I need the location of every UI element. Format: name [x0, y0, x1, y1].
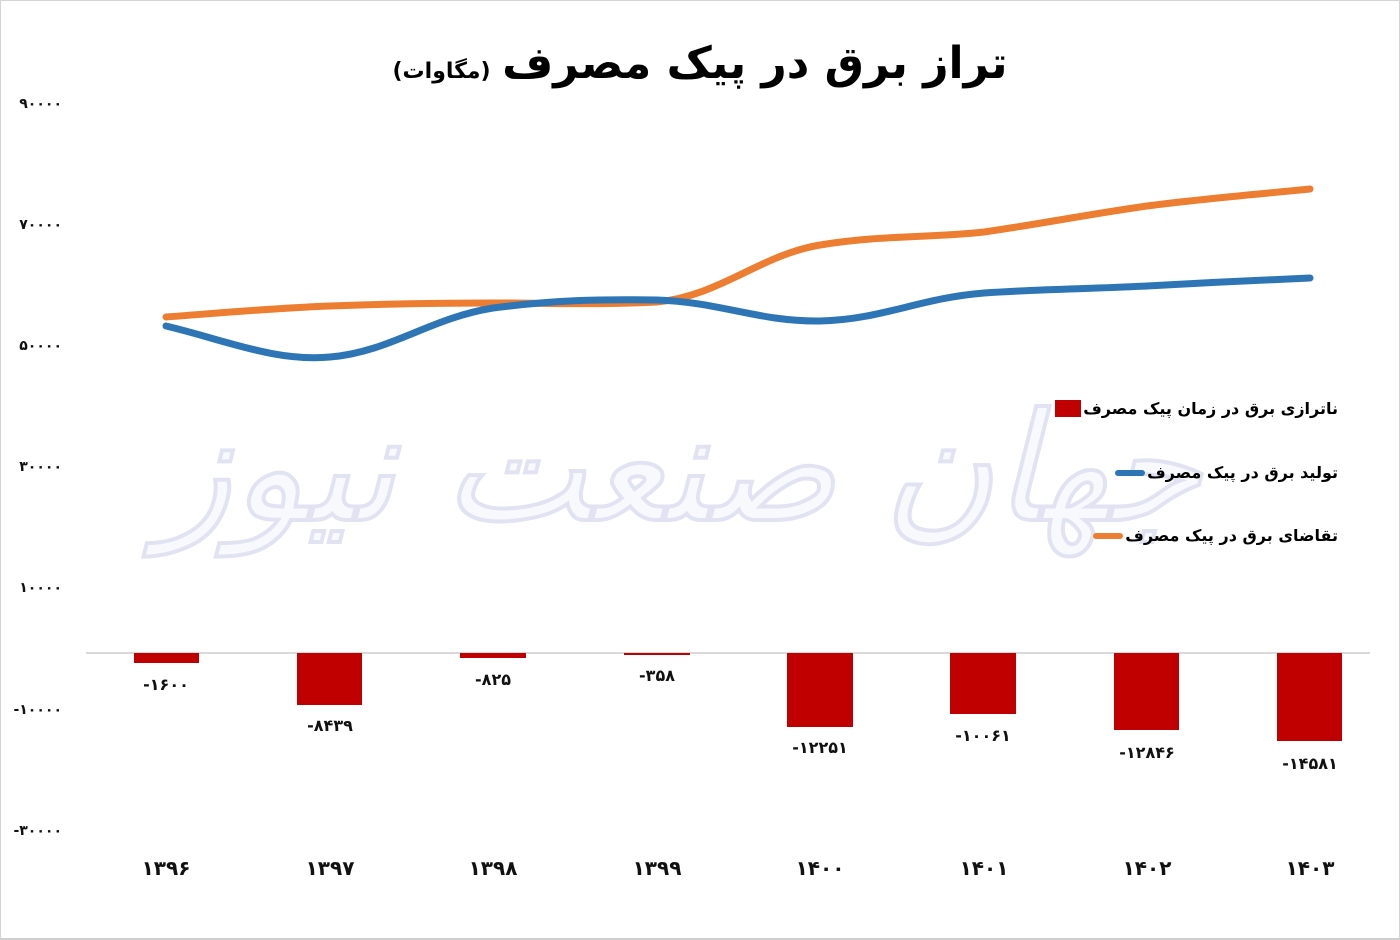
bar-label-1398: -۸۲۵: [475, 670, 511, 689]
chart-title: تراز برق در پیک مصرف (مگاوات): [0, 38, 1400, 89]
legend-label-production: تولید برق در پیک مصرف: [1147, 463, 1338, 482]
x-tick-1397: ۱۳۹۷: [305, 856, 355, 880]
x-tick-1399: ۱۳۹۹: [632, 856, 682, 880]
x-tick-1402: ۱۴۰۲: [1122, 856, 1172, 880]
bar-1399: [624, 653, 690, 655]
bar-label-1397: -۸۴۳۹: [307, 716, 353, 735]
bar-1396: [134, 653, 199, 663]
x-tick-1396: ۱۳۹۶: [141, 856, 191, 880]
bar-label-1401: -۱۰۰۶۱: [955, 726, 1011, 745]
production-line: [162, 274, 1314, 362]
svg-text:جهان صنعت نیوز: جهان صنعت نیوز: [143, 382, 1203, 557]
x-tick-1403: ۱۴۰۳: [1285, 856, 1335, 880]
bar-1402: [1114, 653, 1179, 730]
bar-1403: [1277, 653, 1342, 741]
x-tick-1401: ۱۴۰۱: [959, 856, 1009, 880]
y-tick-50000: ۵۰۰۰۰: [19, 338, 62, 354]
y-tick-70000: ۷۰۰۰۰: [19, 217, 62, 233]
bar-label-1403: -۱۴۵۸۱: [1282, 754, 1338, 773]
y-tick-neg-10000: -۱۰۰۰۰: [13, 702, 62, 718]
bar-1400: [787, 653, 853, 727]
bar-1401: [950, 653, 1016, 714]
x-tick-1398: ۱۳۹۸: [468, 856, 518, 880]
bar-label-1400: -۱۲۲۵۱: [792, 738, 848, 757]
orange-line-swatch-icon: [1093, 532, 1124, 539]
chart-title-unit: (مگاوات): [392, 59, 491, 84]
legend-item-production: تولید برق در پیک مصرف: [1115, 463, 1338, 482]
x-tick-1400: ۱۴۰۰: [795, 856, 845, 880]
watermark: جهان صنعت نیوز: [141, 380, 1205, 559]
legend-label-imbalance: ناترازی برق در زمان پیک مصرف: [1083, 399, 1338, 418]
y-tick-30000: ۳۰۰۰۰: [19, 459, 62, 475]
legend-item-imbalance: ناترازی برق در زمان پیک مصرف: [1055, 399, 1338, 418]
y-tick-neg-30000: -۳۰۰۰۰: [13, 823, 62, 839]
blue-line-swatch-icon: [1115, 469, 1146, 476]
chart-title-main: تراز برق در پیک مصرف: [502, 38, 1008, 89]
bar-label-1396: -۱۶۰۰: [143, 675, 189, 694]
legend-item-demand: تقاضای برق در پیک مصرف: [1093, 526, 1338, 545]
bar-1398: [460, 653, 526, 658]
demand-line: [162, 185, 1314, 321]
bar-1397: [297, 653, 362, 705]
bar-label-1402: -۱۲۸۴۶: [1119, 743, 1175, 762]
bar-label-1399: -۳۵۸: [639, 666, 675, 685]
y-tick-10000: ۱۰۰۰۰: [19, 580, 62, 596]
legend-label-demand: تقاضای برق در پیک مصرف: [1125, 526, 1338, 545]
y-tick-90000: ۹۰۰۰۰: [19, 96, 62, 112]
bar-swatch-icon: [1055, 400, 1082, 417]
